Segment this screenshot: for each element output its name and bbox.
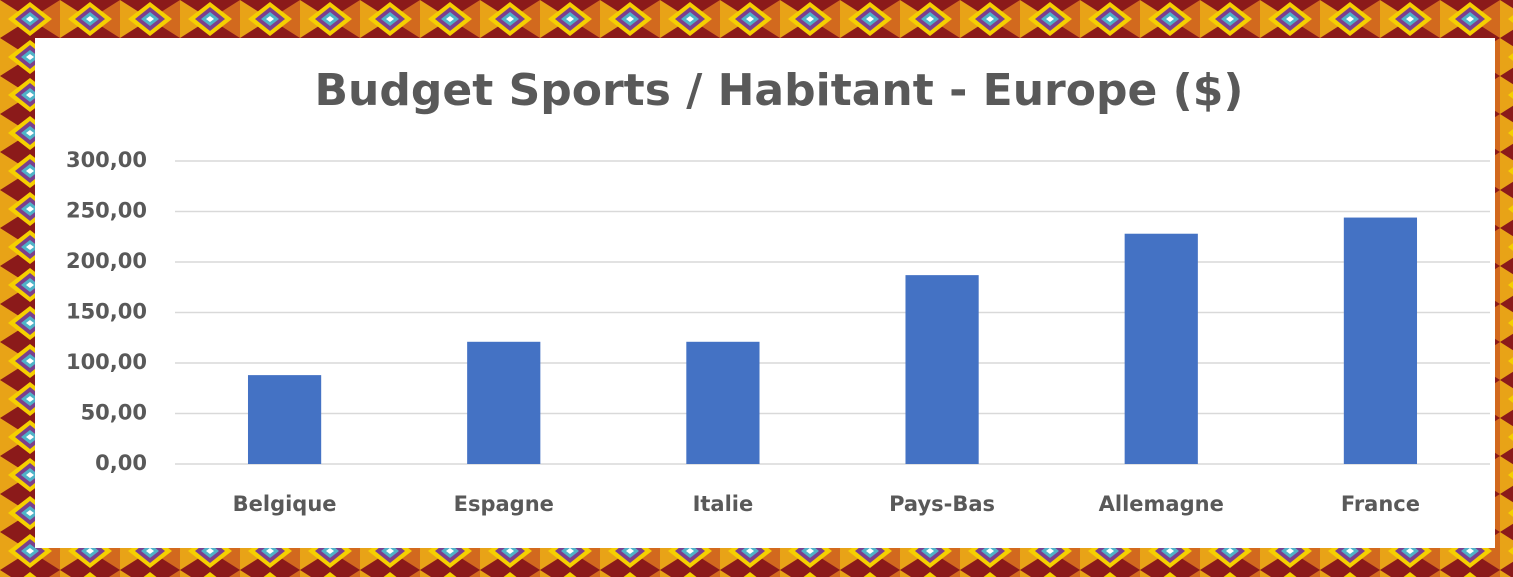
bar — [1124, 233, 1198, 464]
bar — [686, 341, 760, 464]
x-tick-label: Espagne — [454, 492, 554, 516]
y-tick-label: 0,00 — [95, 451, 147, 475]
x-tick-label: Italie — [693, 492, 754, 516]
bar — [905, 275, 979, 464]
y-tick-label: 150,00 — [66, 300, 147, 324]
bar — [467, 341, 541, 464]
y-tick-label: 300,00 — [66, 148, 147, 172]
y-tick-label: 200,00 — [66, 249, 147, 273]
x-tick-label: Pays-Bas — [889, 492, 995, 516]
y-tick-label: 100,00 — [66, 350, 147, 374]
chart-title: Budget Sports / Habitant - Europe ($) — [315, 65, 1244, 116]
x-tick-label: Belgique — [233, 492, 337, 516]
x-tick-label: Allemagne — [1099, 492, 1224, 516]
y-tick-label: 250,00 — [66, 199, 147, 223]
bar — [247, 375, 322, 464]
bar — [1343, 217, 1418, 464]
y-tick-label: 50,00 — [81, 401, 147, 425]
x-tick-label: France — [1341, 492, 1420, 516]
